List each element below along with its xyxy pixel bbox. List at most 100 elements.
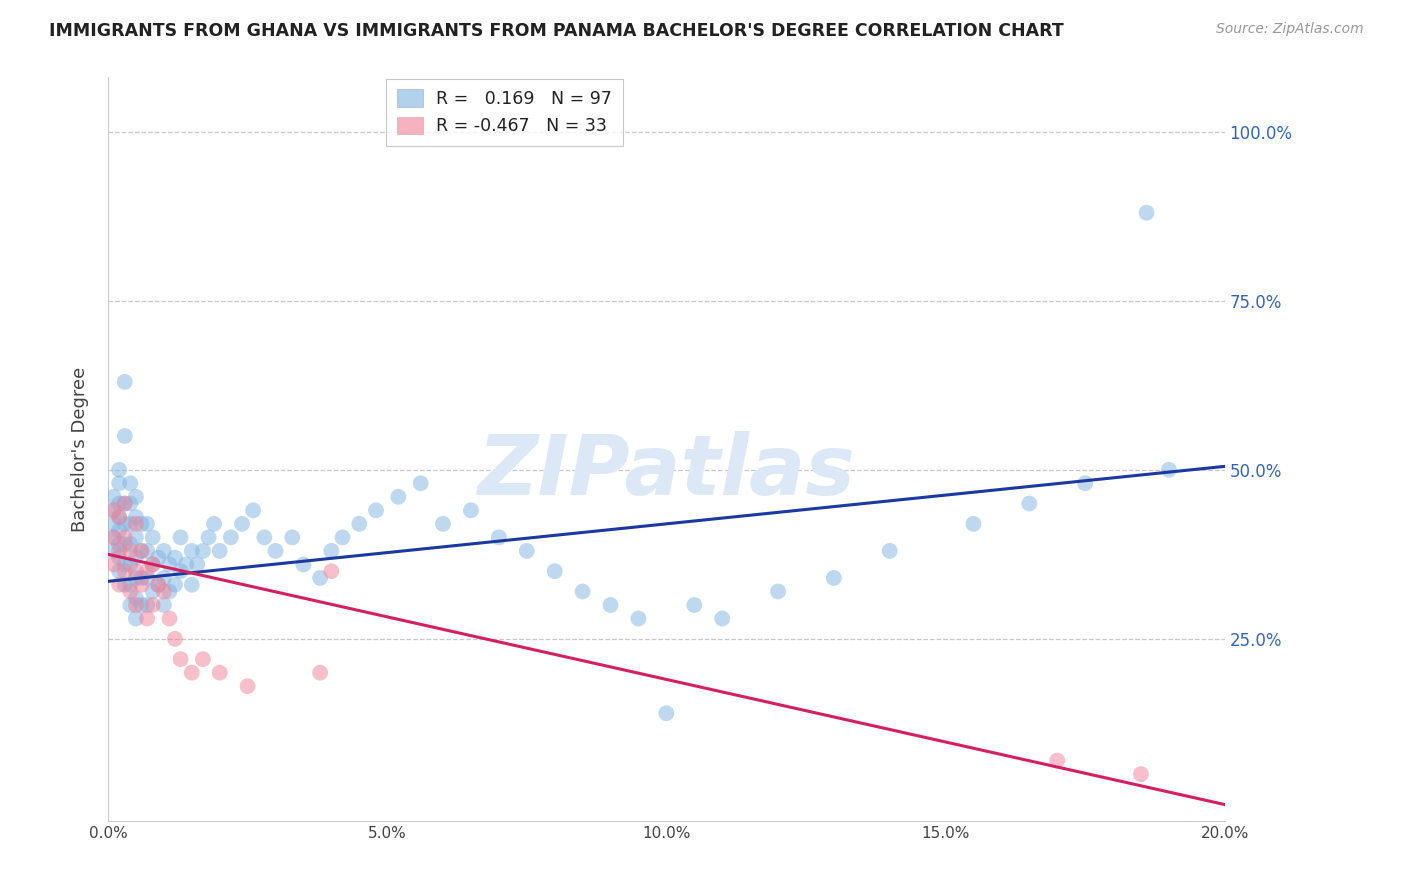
Point: [163, 550, 186, 565]
Point: [309, 571, 332, 585]
Point: [108, 578, 131, 592]
Point: [120, 497, 142, 511]
Point: [125, 490, 148, 504]
Point: [163, 578, 186, 592]
Point: [108, 564, 131, 578]
Point: [120, 558, 142, 572]
Point: [125, 510, 148, 524]
Point: [236, 679, 259, 693]
Point: [142, 558, 165, 572]
Point: [136, 611, 159, 625]
Point: [349, 516, 371, 531]
Point: [766, 584, 789, 599]
Point: [655, 706, 678, 721]
Point: [108, 463, 131, 477]
Point: [516, 544, 538, 558]
Point: [180, 544, 202, 558]
Point: [103, 516, 125, 531]
Y-axis label: Bachelor's Degree: Bachelor's Degree: [72, 367, 89, 532]
Point: [108, 544, 131, 558]
Point: [180, 578, 202, 592]
Point: [125, 564, 148, 578]
Point: [142, 584, 165, 599]
Point: [108, 537, 131, 551]
Point: [460, 503, 482, 517]
Point: [571, 584, 593, 599]
Point: [142, 530, 165, 544]
Point: [114, 537, 136, 551]
Point: [120, 598, 142, 612]
Point: [108, 550, 131, 565]
Point: [131, 571, 153, 585]
Point: [153, 544, 176, 558]
Point: [120, 584, 142, 599]
Point: [148, 550, 170, 565]
Point: [120, 476, 142, 491]
Point: [131, 544, 153, 558]
Point: [108, 510, 131, 524]
Point: [108, 476, 131, 491]
Point: [253, 530, 276, 544]
Legend: R =   0.169   N = 97, R = -0.467   N = 33: R = 0.169 N = 97, R = -0.467 N = 33: [387, 78, 623, 145]
Point: [332, 530, 354, 544]
Point: [281, 530, 304, 544]
Point: [488, 530, 510, 544]
Point: [103, 503, 125, 517]
Point: [103, 530, 125, 544]
Point: [114, 429, 136, 443]
Point: [309, 665, 332, 680]
Point: [962, 516, 984, 531]
Point: [544, 564, 567, 578]
Point: [683, 598, 706, 612]
Point: [202, 516, 225, 531]
Point: [103, 558, 125, 572]
Point: [1129, 767, 1152, 781]
Point: [169, 652, 191, 666]
Point: [231, 516, 253, 531]
Text: IMMIGRANTS FROM GHANA VS IMMIGRANTS FROM PANAMA BACHELOR'S DEGREE CORRELATION CH: IMMIGRANTS FROM GHANA VS IMMIGRANTS FROM…: [49, 22, 1064, 40]
Point: [264, 544, 287, 558]
Point: [131, 598, 153, 612]
Point: [120, 537, 142, 551]
Point: [136, 564, 159, 578]
Point: [125, 591, 148, 606]
Point: [114, 530, 136, 544]
Point: [169, 530, 191, 544]
Point: [103, 530, 125, 544]
Point: [1135, 205, 1157, 219]
Point: [219, 530, 242, 544]
Point: [157, 584, 180, 599]
Point: [321, 544, 343, 558]
Point: [292, 558, 315, 572]
Point: [157, 558, 180, 572]
Point: [103, 544, 125, 558]
Text: Source: ZipAtlas.com: Source: ZipAtlas.com: [1216, 22, 1364, 37]
Point: [125, 611, 148, 625]
Point: [153, 598, 176, 612]
Point: [432, 516, 454, 531]
Point: [131, 516, 153, 531]
Point: [321, 564, 343, 578]
Point: [208, 544, 231, 558]
Point: [125, 571, 148, 585]
Point: [1074, 476, 1097, 491]
Point: [114, 516, 136, 531]
Point: [153, 584, 176, 599]
Point: [125, 516, 148, 531]
Point: [387, 490, 409, 504]
Point: [186, 558, 208, 572]
Point: [103, 503, 125, 517]
Point: [120, 516, 142, 531]
Point: [197, 530, 219, 544]
Point: [120, 578, 142, 592]
Point: [1018, 497, 1040, 511]
Point: [157, 611, 180, 625]
Point: [163, 632, 186, 646]
Point: [148, 578, 170, 592]
Point: [108, 497, 131, 511]
Point: [131, 544, 153, 558]
Point: [208, 665, 231, 680]
Point: [879, 544, 901, 558]
Point: [191, 544, 214, 558]
Point: [599, 598, 621, 612]
